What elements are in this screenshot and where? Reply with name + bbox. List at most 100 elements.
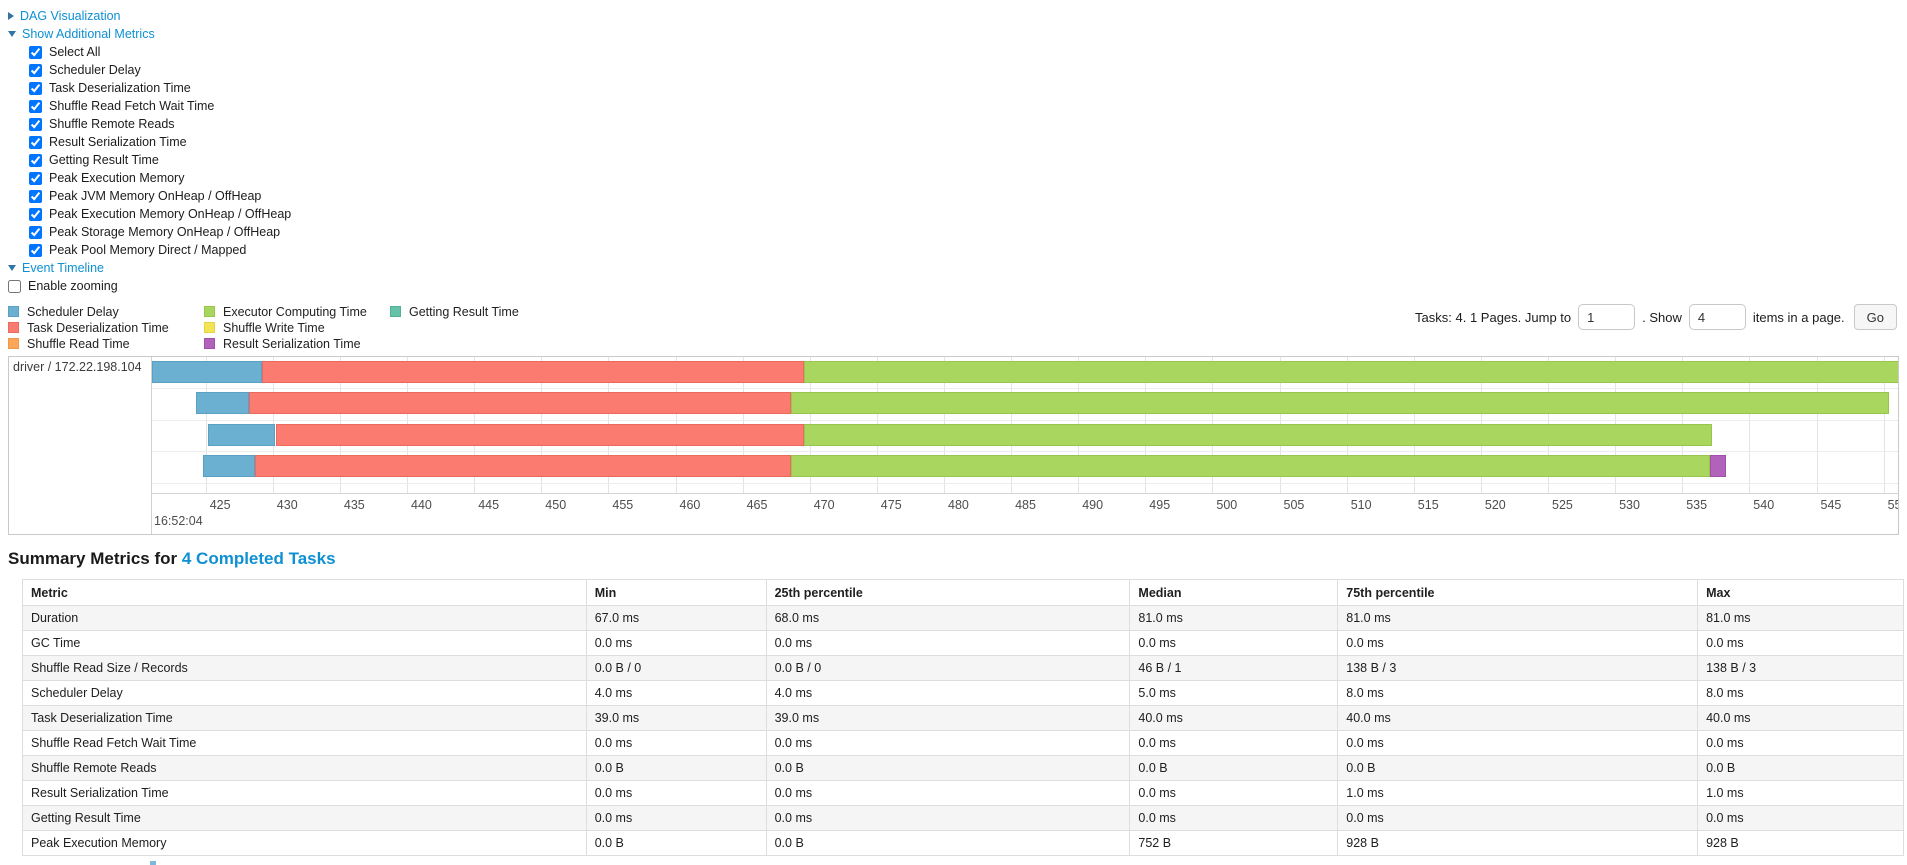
metric-value-cell: 4.0 ms [585, 680, 767, 706]
metric-checkbox[interactable] [29, 207, 42, 221]
timeline-plot-area[interactable]: 425 430 435 440 445 450 455 460 465 470 475 480 485 4… [152, 357, 1898, 534]
metric-checkbox[interactable] [29, 243, 42, 257]
metric-checkbox[interactable] [29, 225, 42, 239]
dag-visualization-link[interactable]: DAG Visualization [20, 9, 121, 23]
task-bar-segment-executor-computing[interactable] [790, 392, 1889, 415]
metric-value-cell: 928 B [1337, 830, 1699, 856]
metric-option-label-wrap[interactable]: Select All [29, 43, 100, 61]
task-bar-segment-executor-computing[interactable] [804, 361, 1898, 383]
scheduler-delay-swatch-icon [8, 306, 19, 317]
metric-option[interactable]: Peak Execution Memory OnHeap / OffHeap [29, 205, 1907, 223]
summary-table-row: Scheduler Delay 4.0 ms 4.0 ms 5.0 ms 8.0 ms 8… [22, 680, 1904, 706]
metric-name-cell: Getting Result Time [22, 805, 587, 831]
metric-option-label-wrap[interactable]: Shuffle Remote Reads [29, 115, 175, 133]
metric-option-label-wrap[interactable]: Scheduler Delay [29, 61, 141, 79]
metric-option-label-wrap[interactable]: Getting Result Time [29, 151, 159, 169]
metric-option-label-wrap[interactable]: Task Deserialization Time [29, 79, 191, 97]
metric-option[interactable]: Peak Execution Memory [29, 169, 1907, 187]
task-bar-segment-scheduler-delay[interactable] [203, 455, 256, 478]
task-bar-segment-result-serialization[interactable] [1710, 455, 1727, 478]
metric-checkbox[interactable] [29, 63, 42, 77]
axis-tick-label: 455 [612, 498, 634, 512]
metric-option-label-wrap[interactable]: Peak Storage Memory OnHeap / OffHeap [29, 223, 280, 241]
metric-option[interactable]: Peak JVM Memory OnHeap / OffHeap [29, 187, 1907, 205]
task-bar-segment-scheduler-delay[interactable] [208, 423, 276, 446]
task-bar-segment-task-deserialization[interactable] [255, 455, 791, 478]
metric-option-label: Peak JVM Memory OnHeap / OffHeap [49, 189, 262, 203]
executor-group-label: driver / 172.22.198.104 [9, 357, 152, 534]
metric-checkbox[interactable] [29, 153, 42, 167]
metric-option-label: Peak Execution Memory [49, 171, 185, 185]
metric-option-label-wrap[interactable]: Result Serialization Time [29, 133, 187, 151]
metric-checkbox[interactable] [29, 117, 42, 131]
metric-option-label: Scheduler Delay [49, 63, 141, 77]
task-bar-segment-task-deserialization[interactable] [275, 423, 805, 446]
event-timeline-chart: driver / 172.22.198.104 425 430 435 440 445 4… [8, 356, 1899, 535]
metric-checkbox[interactable] [29, 99, 42, 113]
axis-tick-label: 470 [813, 498, 835, 512]
metric-value-cell: 0.0 B [765, 755, 1131, 781]
metric-value-cell: 0.0 ms [585, 630, 767, 656]
task-bar-segment-executor-computing[interactable] [790, 455, 1711, 478]
jump-to-page-input[interactable] [1578, 304, 1636, 330]
metric-option-label-wrap[interactable]: Peak Execution Memory [29, 169, 184, 187]
metric-option-label-wrap[interactable]: Peak JVM Memory OnHeap / OffHeap [29, 187, 261, 205]
task-bar-segment-executor-computing[interactable] [804, 423, 1712, 446]
summary-table-row: Duration 67.0 ms 68.0 ms 81.0 ms 81.0 ms 81.0… [22, 605, 1904, 631]
task-bar-segment-task-deserialization[interactable] [248, 392, 791, 415]
enable-zooming-checkbox[interactable] [8, 279, 21, 293]
event-timeline-toggle[interactable]: Event Timeline [8, 259, 1907, 277]
metric-value-cell: 0.0 ms [1697, 730, 1904, 756]
metric-checkbox[interactable] [29, 135, 42, 149]
metric-option[interactable]: Peak Pool Memory Direct / Mapped [29, 241, 1907, 259]
metric-checkbox[interactable] [29, 189, 42, 203]
metric-value-cell: 40.0 ms [1697, 705, 1904, 731]
task-bar-segment-scheduler-delay[interactable] [152, 361, 263, 383]
axis-tick-label: 460 [679, 498, 701, 512]
metric-value-cell: 928 B [1697, 830, 1904, 856]
show-additional-metrics-toggle[interactable]: Show Additional Metrics [8, 25, 1907, 43]
show-additional-metrics-link[interactable]: Show Additional Metrics [22, 27, 155, 41]
metric-value-cell: 8.0 ms [1697, 680, 1904, 706]
metric-value-cell: 0.0 ms [1337, 730, 1699, 756]
metric-checkbox[interactable] [29, 45, 42, 59]
metric-checkbox[interactable] [29, 171, 42, 185]
tasks-count-text: Tasks: 4. 1 Pages. Jump to [1415, 309, 1572, 325]
go-button[interactable]: Go [1853, 304, 1897, 330]
event-timeline-link[interactable]: Event Timeline [22, 261, 104, 275]
metric-option[interactable]: Shuffle Read Fetch Wait Time [29, 97, 1907, 115]
task-pagination: Tasks: 4. 1 Pages. Jump to . Show items … [1415, 304, 1897, 330]
metric-option[interactable]: Getting Result Time [29, 151, 1907, 169]
metric-option[interactable]: Result Serialization Time [29, 133, 1907, 151]
metric-option-label-wrap[interactable]: Peak Pool Memory Direct / Mapped [29, 241, 246, 259]
metric-option[interactable]: Shuffle Remote Reads [29, 115, 1907, 133]
enable-zooming-label: Enable zooming [28, 279, 118, 293]
metric-value-cell: 8.0 ms [1337, 680, 1699, 706]
metric-name-cell: Shuffle Read Size / Records [22, 655, 587, 681]
completed-tasks-link[interactable]: 4 Completed Tasks [181, 549, 336, 568]
legend-label: Getting Result Time [409, 304, 519, 319]
dag-visualization-toggle[interactable]: DAG Visualization [8, 7, 1907, 25]
timeline-gridline [1749, 357, 1751, 493]
axis-tick-label: 500 [1216, 498, 1238, 512]
metric-option-label: Shuffle Remote Reads [49, 117, 175, 131]
task-bar-segment-scheduler-delay[interactable] [196, 392, 249, 415]
enable-zooming-option[interactable]: Enable zooming [8, 277, 1907, 295]
metric-option-label-wrap[interactable]: Peak Execution Memory OnHeap / OffHeap [29, 205, 291, 223]
axis-tick-label: 425 [209, 498, 231, 512]
axis-tick-label: 445 [478, 498, 500, 512]
axis-tick-label: 435 [343, 498, 365, 512]
legend-item-executor-computing: Executor Computing Time [204, 304, 390, 319]
metric-option-label-wrap[interactable]: Shuffle Read Fetch Wait Time [29, 97, 214, 115]
metric-option[interactable]: Scheduler Delay [29, 61, 1907, 79]
task-bar-segment-task-deserialization[interactable] [262, 361, 805, 383]
metric-option[interactable]: Peak Storage Memory OnHeap / OffHeap [29, 223, 1907, 241]
metric-option[interactable]: Task Deserialization Time [29, 79, 1907, 97]
timeline-gridline [205, 357, 207, 493]
axis-tick-label: 430 [276, 498, 298, 512]
metric-option[interactable]: Select All [29, 43, 1907, 61]
metric-value-cell: 5.0 ms [1129, 680, 1339, 706]
items-per-page-input[interactable] [1688, 304, 1746, 330]
show-label: . Show [1642, 309, 1682, 325]
metric-checkbox[interactable] [29, 81, 42, 95]
